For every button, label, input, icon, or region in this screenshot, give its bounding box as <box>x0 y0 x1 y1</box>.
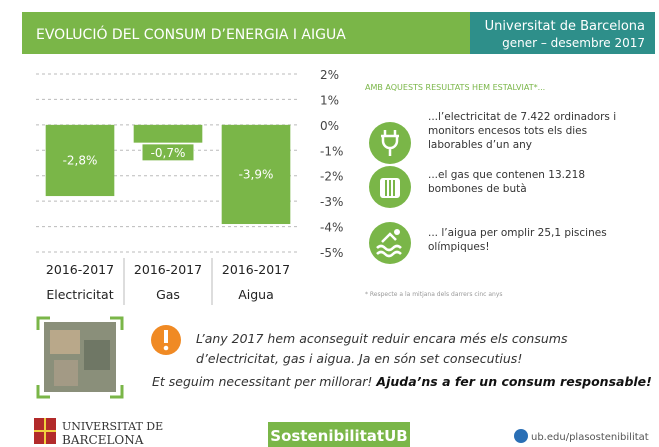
footnote: * Respecte a la mitjana dels darrers cin… <box>365 291 503 298</box>
y-tick-label: 1% <box>320 93 339 107</box>
x-tick-period: 2016-2017 <box>222 262 290 277</box>
message-plain: Et seguim necessitant per millorar! <box>152 374 376 389</box>
savings-list: ...l’electricitat de 7.422 ordinadors i m… <box>369 111 616 264</box>
value-label: -0,7% <box>151 146 186 160</box>
header-period: gener – desembre 2017 <box>502 36 645 50</box>
savings-text: ...l’electricitat de 7.422 ordinadors i <box>428 111 616 123</box>
x-tick-label: Aigua <box>238 287 274 302</box>
icon-plug <box>369 122 411 164</box>
savings-heading: AMB AQUESTS RESULTATS HEM ESTALVIAT*... <box>365 83 545 92</box>
brand: SostenibilitatUB <box>270 427 407 445</box>
y-tick-label: 2% <box>320 68 339 82</box>
value-label: -2,8% <box>63 153 98 167</box>
y-tick-label: -1% <box>320 144 343 158</box>
message-line: L’any 2017 hem aconseguit reduir encara … <box>196 331 568 346</box>
y-tick-label: -3% <box>320 195 343 209</box>
message-line: d’electricitat, gas i aigua. Ja en són s… <box>196 351 522 366</box>
y-tick-label: -5% <box>320 246 343 260</box>
x-tick-label: Electricitat <box>46 287 113 302</box>
x-tick-period: 2016-2017 <box>46 262 114 277</box>
canvas: EVOLUCIÓ DEL CONSUM D’ENERGIA I AIGUA Un… <box>0 0 659 447</box>
bar <box>134 125 203 143</box>
x-tick-label: Gas <box>156 287 180 302</box>
infographic: EVOLUCIÓ DEL CONSUM D’ENERGIA I AIGUA Un… <box>0 0 659 447</box>
message-call: Et seguim necessitant per millorar! Ajud… <box>152 374 652 389</box>
savings-text: ... l’aigua per omplir 25,1 piscines <box>428 227 607 239</box>
savings-text: monitors encesos tots els dies <box>428 125 587 137</box>
header-org: Universitat de Barcelona <box>485 19 645 34</box>
header-title: EVOLUCIÓ DEL CONSUM D’ENERGIA I AIGUA <box>36 25 346 43</box>
x-tick-period: 2016-2017 <box>134 262 202 277</box>
value-label: -3,9% <box>239 167 274 181</box>
savings-text: olímpiques! <box>428 241 490 253</box>
y-tick-label: 0% <box>320 119 339 133</box>
savings-text: laborables d’un any <box>428 139 532 151</box>
ub-name: BARCELONA <box>62 433 144 447</box>
ub-name: UNIVERSITAT DE <box>62 420 163 433</box>
savings-text: bombones de butà <box>428 183 527 195</box>
y-tick-label: -4% <box>320 221 343 235</box>
web-icon <box>514 429 528 443</box>
message-bold: Ajuda’ns a fer un consum responsable! <box>375 374 651 389</box>
savings-text: ...el gas que contenen 13.218 <box>428 169 585 181</box>
y-tick-label: -2% <box>320 170 343 184</box>
url: ub.edu/plasostenibilitat <box>531 432 649 443</box>
bar-chart: 2% 1% 0% -1% -2% -3% -4% -5% -2,8% 2016-2017 Elect… <box>36 68 343 305</box>
icon-swim <box>369 222 411 264</box>
